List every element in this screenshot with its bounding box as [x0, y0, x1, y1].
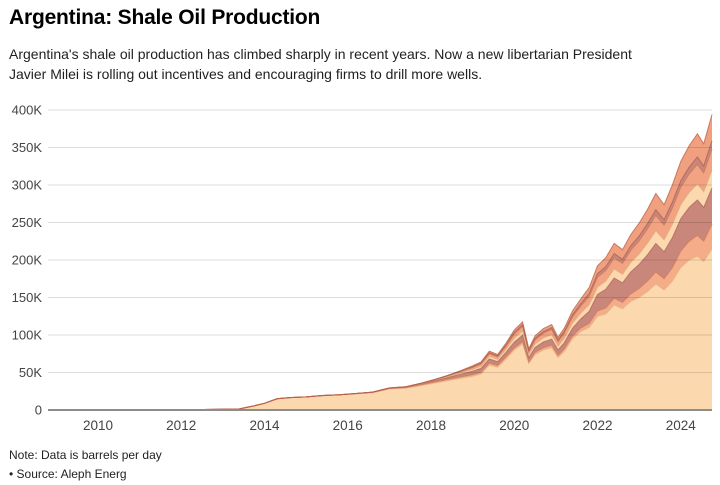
x-tick-label-2010: 2010: [83, 418, 113, 433]
y-tick-label-300K: 300K: [12, 178, 43, 193]
x-tick-label-2020: 2020: [499, 418, 529, 433]
chart-subtitle: Argentina's shale oil production has cli…: [9, 46, 632, 82]
x-tick-label-2016: 2016: [333, 418, 363, 433]
area-boundary-lines: [56, 114, 713, 411]
chart-footer: Note: Data is barrels per day • Source: …: [9, 446, 162, 483]
boundary-layer-7: [56, 114, 713, 411]
y-axis-labels: 0 50K 100K 150K 200K 250K 300K 350K 400K: [12, 103, 43, 418]
y-tick-label-100K: 100K: [12, 328, 43, 343]
y-tick-label-200K: 200K: [12, 253, 43, 268]
chart-area: 0 50K 100K 150K 200K 250K 300K 350K 400K 2010 201…: [0, 95, 720, 440]
y-tick-label-150K: 150K: [12, 290, 43, 305]
gridlines: [48, 109, 712, 373]
y-tick-label-400K: 400K: [12, 103, 43, 118]
area-layers: [56, 114, 713, 411]
x-axis-labels: 2010 2012 2014 2016 2018 2020 2022 2024: [83, 418, 696, 433]
y-tick-label-250K: 250K: [12, 215, 43, 230]
y-tick-label-350K: 350K: [12, 140, 43, 155]
x-tick-label-2014: 2014: [249, 418, 280, 433]
x-tick-label-2024: 2024: [666, 418, 697, 433]
y-tick-label-50K: 50K: [19, 365, 42, 380]
page-title: Argentina: Shale Oil Production: [9, 6, 321, 29]
area-layer-1: [56, 248, 713, 410]
x-tick-label-2018: 2018: [416, 418, 446, 433]
footnote: Note: Data is barrels per day: [9, 448, 162, 462]
y-tick-label-0: 0: [35, 403, 42, 418]
source-credit: • Source: Aleph Energ: [9, 467, 127, 481]
x-tick-label-2012: 2012: [166, 418, 196, 433]
x-tick-label-2022: 2022: [582, 418, 612, 433]
